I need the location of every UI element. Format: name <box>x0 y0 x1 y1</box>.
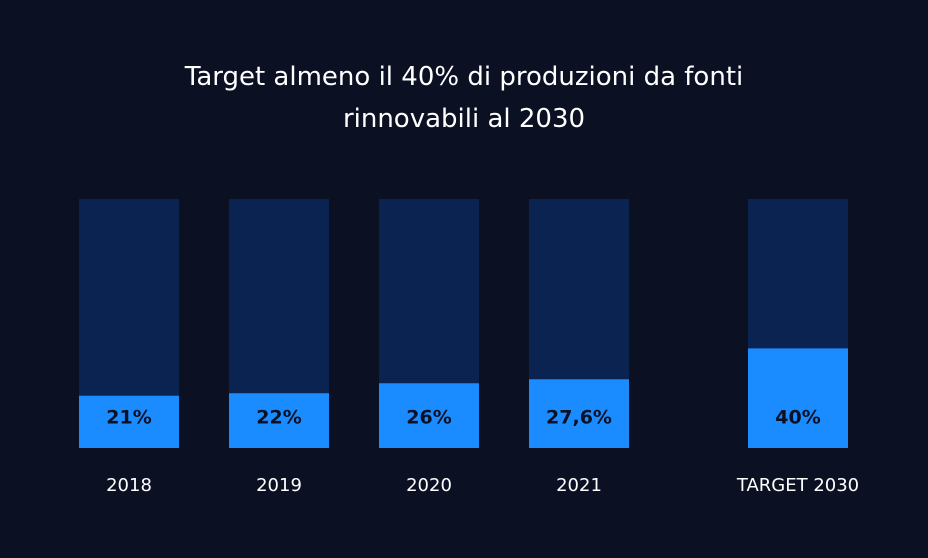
value-label: 27,6% <box>546 407 612 429</box>
x-tick-label: 2020 <box>406 475 452 496</box>
value-label: 21% <box>106 407 151 429</box>
chart-title: Target almeno il 40% di produzioni da fo… <box>184 62 744 134</box>
bar <box>379 383 479 448</box>
bar <box>229 393 329 448</box>
value-label: 26% <box>406 407 451 429</box>
x-tick-label: 2019 <box>256 475 302 496</box>
bar <box>529 379 629 448</box>
value-label: 22% <box>256 407 301 429</box>
bar <box>748 348 848 448</box>
x-tick-label: 2021 <box>556 475 602 496</box>
x-tick-label: TARGET 2030 <box>736 475 859 496</box>
value-label: 40% <box>775 407 820 429</box>
x-tick-label: 2018 <box>106 475 152 496</box>
bar <box>79 395 179 448</box>
